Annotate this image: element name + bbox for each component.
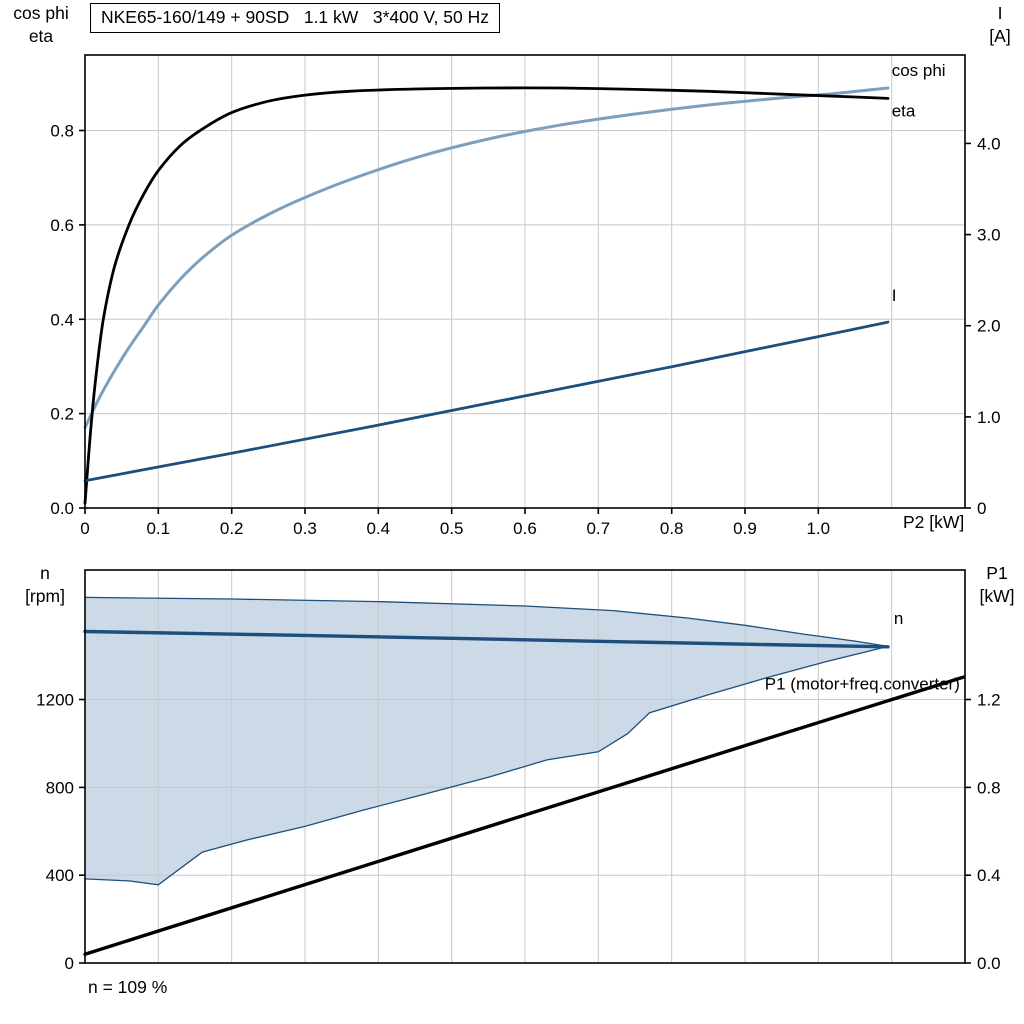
tick-label-bottom: 0.4 bbox=[366, 519, 390, 538]
tick-label-bottom: 0.3 bbox=[293, 519, 317, 538]
tick-label-bottom: 0.6 bbox=[513, 519, 537, 538]
tick-label-left: 800 bbox=[46, 778, 74, 797]
plot-border bbox=[84, 569, 966, 964]
tick-label-left: 1200 bbox=[36, 691, 74, 710]
top-left-axis-label: cos phi eta bbox=[0, 2, 82, 48]
tick-label-bottom: 1.0 bbox=[806, 519, 830, 538]
curve-cos-phi bbox=[83, 86, 890, 430]
bottom-right-axis-label: P1 [kW] bbox=[970, 562, 1024, 608]
speed-percent-annotation: n = 109 % bbox=[88, 977, 168, 997]
axis-label-cos-phi: cos phi bbox=[13, 3, 69, 23]
curve-label-cos-phi: cos phi bbox=[892, 61, 946, 80]
curve-p1-motor-freq-converter- bbox=[83, 675, 966, 956]
axis-label-speed-unit: [rpm] bbox=[25, 585, 65, 606]
tick-label-bottom: 0.2 bbox=[220, 519, 244, 538]
axis-label-p1-unit: [kW] bbox=[979, 585, 1015, 606]
axis-label-eta: eta bbox=[28, 25, 54, 46]
tick-label-right: 1.0 bbox=[977, 408, 1001, 427]
curve-i bbox=[83, 320, 890, 483]
tick-label-right: 0.8 bbox=[977, 778, 1001, 797]
envelope-upper-boundary bbox=[84, 596, 889, 648]
envelope-lower-boundary bbox=[84, 645, 889, 886]
tick-label-bottom: 0.9 bbox=[733, 519, 757, 538]
top-right-axis-label: I [A] bbox=[976, 2, 1024, 48]
tick-label-left: 0.0 bbox=[50, 499, 74, 518]
tick-label-bottom: 0.1 bbox=[146, 519, 170, 538]
curve-label-eta: eta bbox=[892, 101, 916, 120]
tick-label-right: 1.2 bbox=[977, 691, 1001, 710]
tick-label-right: 2.0 bbox=[977, 317, 1001, 336]
tick-label-bottom: 0.5 bbox=[440, 519, 464, 538]
curve-n bbox=[83, 629, 890, 649]
tick-label-left: 0 bbox=[65, 954, 74, 973]
axis-label-speed: n bbox=[40, 563, 50, 583]
curve-label-i: I bbox=[892, 286, 897, 305]
tick-label-right: 0.0 bbox=[977, 954, 1001, 973]
axis-label-p1: P1 bbox=[986, 563, 1008, 583]
tick-label-right: 0.4 bbox=[977, 866, 1001, 885]
motor-curves-chart: cos phi eta I 0.0 0.2 0.4 0.6 0.8 0 1.0 2.0 3.0 4.0 0… bbox=[50, 54, 1001, 538]
curve-label-p1-motor-freq-converter-: P1 (motor+freq.converter) bbox=[765, 675, 960, 694]
tick-label-right: 4.0 bbox=[977, 134, 1001, 153]
x-axis-label: P2 [kW] bbox=[903, 512, 965, 532]
tick-label-left: 0.6 bbox=[50, 216, 74, 235]
tick-label-bottom: 0.8 bbox=[660, 519, 684, 538]
tick-label-right: 3.0 bbox=[977, 226, 1001, 245]
tick-label-bottom: 0 bbox=[80, 519, 89, 538]
tick-label-left: 400 bbox=[46, 866, 74, 885]
operating-envelope-area bbox=[85, 597, 888, 885]
speed-power-chart: n P1 (motor+freq.converter) 0 400 800 1200 0.0… bbox=[36, 569, 1001, 973]
axis-label-current-unit: [A] bbox=[989, 25, 1011, 46]
curve-label-n: n bbox=[894, 609, 903, 628]
tick-label-left: 0.8 bbox=[50, 122, 74, 141]
tick-label-right: 0 bbox=[977, 499, 986, 518]
axis-label-current: I bbox=[997, 3, 1003, 23]
tick-label-left: 0.2 bbox=[50, 405, 74, 424]
tick-label-left: 0.4 bbox=[50, 310, 74, 329]
tick-label-bottom: 0.7 bbox=[586, 519, 610, 538]
bottom-left-axis-label: n [rpm] bbox=[8, 562, 82, 608]
chart-title-box: NKE65-160/149 + 90SD 1.1 kW 3*400 V, 50 … bbox=[90, 3, 500, 33]
curve-eta bbox=[83, 86, 890, 505]
